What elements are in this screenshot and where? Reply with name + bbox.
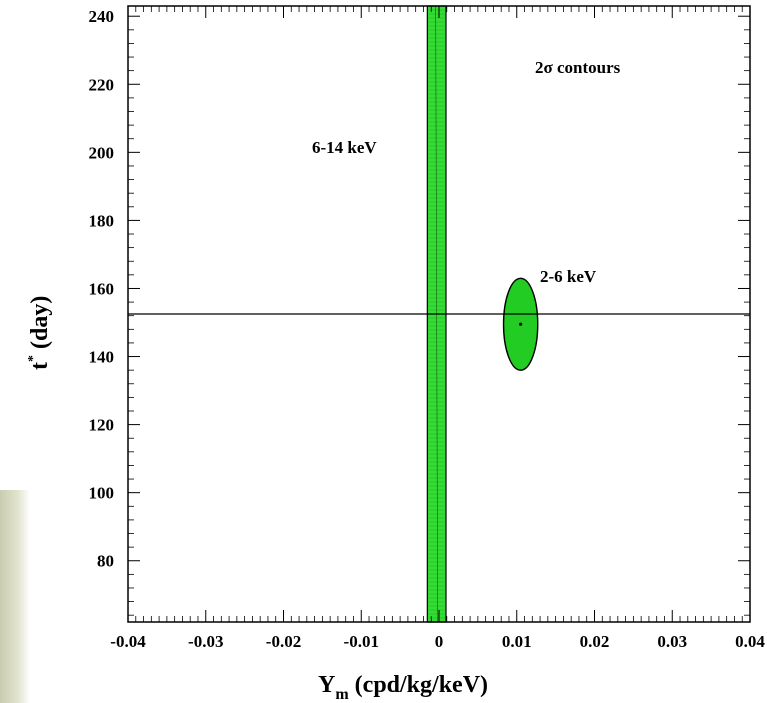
x-tick-label: -0.04: [110, 632, 146, 651]
y-tick-label: 80: [97, 552, 114, 571]
y-tick-label: 100: [89, 484, 115, 503]
x-tick-label: -0.03: [188, 632, 223, 651]
chart-title: 2σ contours: [535, 58, 621, 77]
y-tick-label: 200: [89, 143, 115, 162]
y-tick-label: 120: [89, 416, 115, 435]
y-tick-label: 180: [89, 211, 115, 230]
x-tick-label: 0.02: [580, 632, 610, 651]
x-tick-label: 0.01: [502, 632, 532, 651]
y-tick-label: 140: [89, 348, 115, 367]
x-tick-label: 0: [435, 632, 444, 651]
x-axis-title: Ym (cpd/kg/keV): [318, 672, 488, 703]
contour-label-6-14kev: 6-14 keV: [312, 138, 377, 157]
x-tick-label: -0.02: [266, 632, 301, 651]
contour-center-point: [519, 323, 522, 326]
y-tick-label: 160: [89, 279, 115, 298]
x-tick-label: -0.01: [344, 632, 379, 651]
y-axis-title: t* (day): [26, 296, 53, 370]
y-tick-label: 220: [89, 75, 115, 94]
x-tick-label: 0.03: [657, 632, 687, 651]
y-tick-label: 240: [89, 7, 115, 26]
contour-label-2-6kev: 2-6 keV: [540, 267, 597, 286]
x-tick-label: 0.04: [735, 632, 765, 651]
plot-layer: [128, 6, 750, 622]
